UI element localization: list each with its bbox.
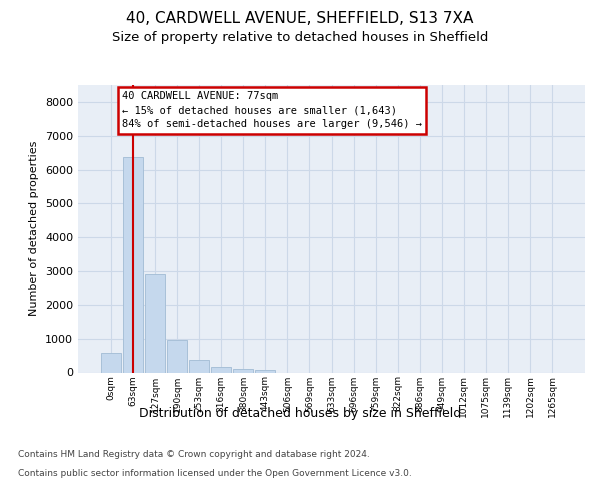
Text: Size of property relative to detached houses in Sheffield: Size of property relative to detached ho… (112, 31, 488, 44)
Bar (256, 370, 275, 372)
Bar (123, 156, 143, 372)
Text: Contains public sector information licensed under the Open Government Licence v3: Contains public sector information licen… (18, 469, 412, 478)
Text: 40 CARDWELL AVENUE: 77sqm
← 15% of detached houses are smaller (1,643)
84% of se: 40 CARDWELL AVENUE: 77sqm ← 15% of detac… (122, 92, 422, 130)
Bar (167, 340, 187, 372)
Text: 40, CARDWELL AVENUE, SHEFFIELD, S13 7XA: 40, CARDWELL AVENUE, SHEFFIELD, S13 7XA (127, 11, 473, 26)
Bar (233, 369, 253, 372)
Bar (145, 274, 165, 372)
Y-axis label: Number of detached properties: Number of detached properties (29, 141, 40, 316)
Bar (211, 367, 231, 372)
Text: Contains HM Land Registry data © Crown copyright and database right 2024.: Contains HM Land Registry data © Crown c… (18, 450, 370, 459)
Bar (101, 353, 121, 372)
Bar (189, 360, 209, 372)
Text: Distribution of detached houses by size in Sheffield: Distribution of detached houses by size … (139, 408, 461, 420)
